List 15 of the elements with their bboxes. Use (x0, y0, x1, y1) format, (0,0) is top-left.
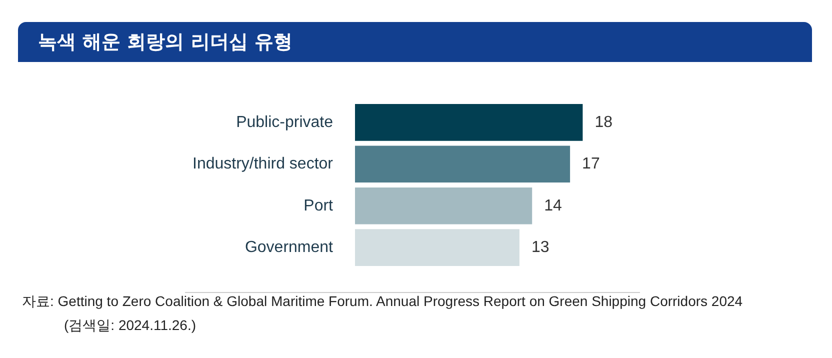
y-tick-label: Industry/third sector (192, 156, 334, 173)
text: (검색일: 2024.11.26.) (64, 317, 196, 335)
bar (355, 187, 532, 224)
bar (355, 146, 570, 183)
text: 자료: Getting to Zero Coalition & Global Maritime Forum. Annual Progress Report on Green Shipping Corridors 2024 (22, 293, 743, 311)
data-label: 14 (544, 197, 562, 214)
data-label: 17 (582, 156, 600, 173)
data-label: 18 (594, 114, 613, 131)
y-tick-label: Government (244, 238, 334, 256)
y-tick-label: Port (304, 197, 334, 214)
data-label: 13 (531, 238, 550, 256)
text: 녹색 해운 회랑의 리더십 유형 (18, 22, 812, 62)
y-tick-label: Public-private (236, 114, 334, 131)
bar (355, 104, 583, 141)
bar (355, 229, 520, 266)
